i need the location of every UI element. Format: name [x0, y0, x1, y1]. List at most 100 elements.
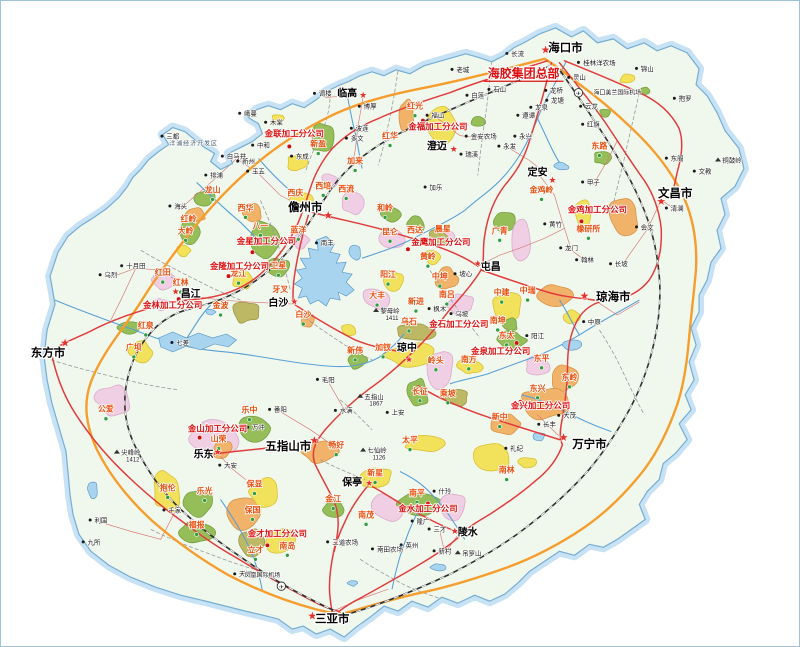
town-dot — [326, 540, 330, 544]
farm-location-dot — [504, 477, 509, 482]
farm-location-dot — [186, 226, 191, 231]
branch-location-dot — [225, 273, 232, 279]
town-label: 利国 — [94, 515, 107, 524]
farm-area-patch — [238, 528, 266, 558]
branch-company-label: 金兴加工分公司 — [510, 401, 570, 411]
farm-label: 西流 — [338, 183, 354, 193]
branch-company-label: 金林加工分公司 — [142, 300, 202, 310]
farm-area-patch — [347, 352, 369, 370]
town-dot — [168, 204, 172, 208]
farm-area-patch — [238, 415, 271, 443]
town-dot — [233, 572, 237, 576]
local-road — [100, 512, 176, 540]
town-dot — [464, 134, 468, 138]
farm-label: 金鸡岭 — [529, 184, 554, 194]
farm-location-dot — [320, 193, 326, 198]
town-dot — [385, 410, 389, 414]
branch-company-label: 金才加工分公司 — [247, 528, 307, 538]
island-content-layer — [50, 57, 698, 618]
town-label: 福山 — [431, 111, 444, 120]
farm-label: 白沙 — [295, 309, 311, 319]
local-road — [351, 96, 364, 166]
farm-label: 山荣 — [211, 434, 227, 444]
river — [449, 299, 640, 385]
county-boundary — [320, 459, 366, 480]
railway-layer — [123, 64, 661, 617]
town-label: 王五 — [252, 167, 265, 175]
branch-company-label: 金水加工分公司 — [397, 503, 457, 513]
farm-location-dot — [131, 354, 137, 360]
town-dot — [537, 422, 541, 426]
county-boundary — [339, 399, 373, 430]
town-dot — [315, 377, 319, 381]
town-dot — [453, 272, 457, 276]
city-star-marker: ★ — [60, 337, 70, 349]
farm-location-dot — [194, 532, 199, 537]
river — [399, 471, 466, 540]
town-label: 瑞溪 — [465, 150, 478, 159]
farm-area-patch — [526, 355, 551, 376]
farm-area-patch — [599, 108, 611, 118]
farm-area-patch — [473, 443, 510, 472]
farm-area-patch — [456, 357, 484, 375]
farm-location-dot — [247, 417, 252, 422]
farm-location-dot — [218, 312, 223, 318]
town-dot — [497, 144, 501, 148]
farm-location-dot — [296, 236, 301, 242]
town-label: 老城 — [456, 65, 469, 74]
farm-location-dot — [374, 302, 380, 308]
local-road — [477, 227, 565, 267]
farm-location-dot — [202, 498, 207, 503]
town-label: 翰林 — [581, 255, 594, 264]
peak-name: 黎母岭 — [380, 306, 400, 315]
farm-area-patch — [426, 351, 454, 391]
farm-location-dot — [236, 280, 241, 286]
farm-location-dot — [444, 301, 450, 307]
mountain-peak-icon — [113, 449, 120, 454]
local-road — [110, 267, 137, 321]
town-label: 毛阳 — [322, 375, 335, 384]
farm-area-patch — [492, 292, 522, 325]
farm-area-patch — [608, 198, 639, 237]
town-label: 波莲 — [356, 124, 369, 133]
city-label: 定安 — [527, 165, 548, 178]
city-star-marker: ★ — [580, 291, 590, 303]
town-label: 黄竹 — [549, 219, 562, 228]
county-boundary — [599, 329, 645, 415]
farm-label: 金波 — [212, 300, 230, 310]
farm-area-patch — [406, 215, 425, 234]
reservoir — [158, 331, 238, 353]
farm-location-dot — [293, 200, 298, 205]
farm-location-dot — [535, 395, 540, 401]
county-boundary — [477, 60, 493, 176]
town-label: 三道农场 — [332, 537, 358, 546]
farm-label: 保国 — [243, 504, 260, 514]
farm-label: 金江 — [324, 493, 341, 503]
farm-label: 西庆 — [287, 187, 303, 197]
town-dot — [314, 241, 318, 245]
farm-label: 八一 — [251, 221, 268, 230]
town-dot — [609, 262, 613, 266]
county-boundary — [610, 92, 640, 213]
town-dot — [487, 87, 491, 91]
branch-location-dot — [264, 542, 271, 548]
local-road — [110, 267, 177, 281]
farm-location-dot — [387, 143, 393, 148]
town-label: 中原 — [588, 317, 601, 326]
town-dot — [459, 152, 463, 156]
farm-location-dot — [382, 215, 388, 220]
town-dot — [88, 518, 92, 522]
town-label: 大安 — [224, 461, 237, 470]
town-dot — [576, 60, 580, 64]
branch-company-label: 金隆加工分公司 — [209, 261, 269, 271]
farm-area-patch — [424, 250, 442, 266]
farm-label: 蓝洋 — [290, 224, 306, 234]
farm-location-dot — [333, 452, 339, 457]
branch-company-label: 金泉加工分公司 — [470, 346, 530, 356]
city-label: 保亭 — [341, 475, 362, 488]
farm-location-dot — [243, 215, 248, 220]
city-star-marker: ★ — [290, 297, 298, 307]
reservoir — [346, 580, 358, 587]
farm-label: 新中 — [492, 412, 508, 422]
city-label: 海口市 — [548, 40, 583, 54]
